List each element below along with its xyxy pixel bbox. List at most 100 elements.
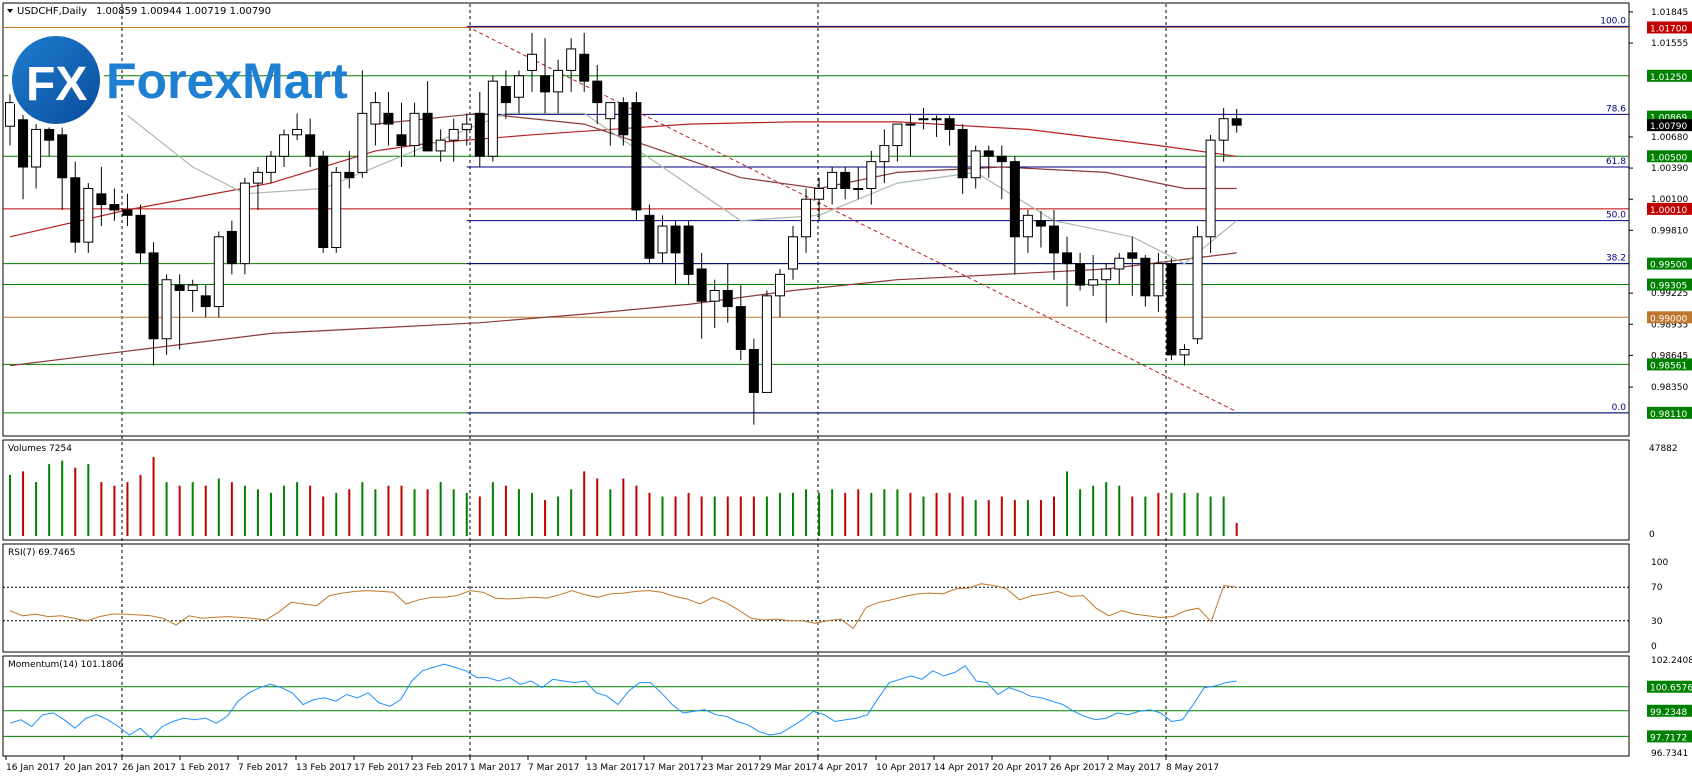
fibonacci-retracement[interactable]: 100.0 78.6 61.8 50.0 38.2 0.0 (466, 16, 1629, 414)
bullish-candle (788, 236, 798, 270)
momentum-indicator: 102.2408 100.6576 99.2348 97.7172 96.7341 (3, 656, 1692, 759)
bearish-candle (957, 128, 968, 179)
date-label: 13 Feb 2017 (296, 763, 352, 773)
forexmart-logo: FX ForexMart (8, 32, 348, 128)
bearish-candle (579, 53, 590, 82)
price-axis-labels: 1.01845 1.01555 1.00680 1.00390 1.00100 0.998… (1629, 8, 1692, 420)
bullish-candle (331, 171, 342, 249)
date-label: 14 Apr 2017 (934, 763, 990, 773)
bullish-candle (853, 187, 864, 190)
level-price-tag-text: 0.99500 (1650, 261, 1687, 271)
momentum-label: Momentum(14) 101.1806 (8, 660, 124, 670)
dropdown-triangle-icon[interactable] (7, 9, 13, 13)
current-price-tag (1647, 119, 1692, 132)
fib-level-label: 38.2 (1606, 254, 1626, 264)
bearish-candle (122, 209, 133, 216)
level-price-tag-text: 1.00010 (1650, 206, 1687, 216)
bullish-candle (761, 295, 772, 393)
volume-panel[interactable] (2, 439, 1630, 541)
date-label: 1 Feb 2017 (180, 763, 230, 773)
logo-mark: FX (26, 58, 87, 111)
bullish-candle (801, 198, 812, 238)
bearish-candle (944, 118, 955, 130)
current-price-tag-text: 1.00869 (1650, 114, 1687, 124)
bullish-candle (814, 187, 825, 200)
momentum-panel[interactable] (2, 655, 1630, 757)
bearish-candle (644, 214, 655, 259)
price-tick-label: 0.98350 (1651, 383, 1688, 393)
price-tick-label: 1.01555 (1651, 39, 1688, 49)
date-label: 10 Apr 2017 (876, 763, 932, 773)
level-price-tag (1647, 150, 1692, 163)
level-price-tag-text: 1.00500 (1650, 153, 1687, 163)
bearish-candle (1049, 225, 1059, 254)
rsi-panel[interactable] (2, 543, 1630, 653)
date-label: 17 Feb 2017 (354, 763, 410, 773)
fib-level-label: 78.6 (1606, 104, 1626, 114)
bullish-candle (1101, 268, 1112, 281)
bullish-candle (213, 236, 224, 308)
price-tick-label: 1.00100 (1651, 195, 1688, 205)
date-label: 23 Mar 2017 (702, 763, 759, 773)
bearish-candle (344, 171, 355, 179)
moving-average-line (127, 112, 1238, 265)
bullish-candle (161, 279, 172, 340)
date-label: 4 Apr 2017 (818, 763, 868, 773)
momentum-level-tag (1647, 704, 1692, 717)
date-label: 1 Mar 2017 (470, 763, 521, 773)
bearish-candle (18, 119, 29, 168)
bearish-candle (500, 86, 511, 104)
bullish-candle (657, 225, 668, 254)
momentum-level-tag-text: 100.6576 (1650, 684, 1692, 694)
bearish-candle (226, 230, 237, 265)
fib-level-label: 50.0 (1606, 211, 1626, 221)
date-axis: 16 Jan 2017 20 Jan 2017 26 Jan 2017 1 Feb 2… (6, 763, 1219, 773)
main-price-panel[interactable] (2, 2, 1630, 437)
date-label: 26 Jan 2017 (122, 763, 176, 773)
bearish-candle (135, 214, 146, 254)
price-tick-label: 1.00680 (1651, 133, 1688, 143)
level-price-tag (1647, 202, 1692, 215)
fib-level-label: 61.8 (1606, 157, 1626, 167)
bullish-candle (970, 150, 981, 179)
momentum-level-tag-text: 97.7172 (1650, 733, 1687, 743)
ohlc-text: 1.00859 1.00944 1.00719 1.00790 (96, 6, 271, 17)
level-price-tag-text: 0.98110 (1650, 410, 1687, 420)
momentum-tick-label: 102.2408 (1651, 656, 1692, 666)
date-label: 7 Feb 2017 (238, 763, 288, 773)
level-price-tag (1647, 257, 1692, 270)
bullish-candle (774, 273, 785, 297)
bullish-candle (1205, 139, 1216, 238)
bearish-candle (618, 102, 629, 136)
fib-level-label: 0.0 (1612, 403, 1627, 413)
bullish-candle (827, 171, 838, 189)
bearish-candle (200, 295, 211, 308)
bearish-candle (631, 102, 642, 211)
bearish-candle (57, 134, 68, 179)
bullish-candle (83, 187, 94, 243)
price-tick-label: 0.98645 (1651, 351, 1688, 361)
bearish-candle (722, 289, 733, 308)
bearish-candle (474, 112, 485, 157)
price-tick-label: 0.99225 (1651, 289, 1688, 299)
date-label: 23 Feb 2017 (412, 763, 468, 773)
bearish-candle (70, 177, 81, 243)
level-price-tag (1647, 358, 1692, 371)
momentum-level-tag-text: 99.2348 (1650, 708, 1687, 718)
level-price-tag-text: 0.99000 (1650, 314, 1687, 324)
rsi-tick-label: 100 (1651, 558, 1668, 568)
rsi-tick-label: 30 (1651, 617, 1663, 627)
bullish-candle (487, 80, 498, 157)
bullish-candle (1218, 118, 1229, 141)
bearish-candle (840, 171, 851, 189)
bullish-candle (5, 102, 15, 127)
rsi-label: RSI(7) 69.7465 (8, 548, 75, 558)
price-tick-label: 1.00390 (1651, 164, 1688, 174)
bearish-candle (1140, 257, 1151, 297)
bullish-candle (435, 139, 446, 152)
momentum-line (9, 663, 1237, 740)
bearish-candle (383, 112, 394, 125)
date-label: 7 Mar 2017 (528, 763, 579, 773)
bearish-candle (96, 193, 107, 206)
